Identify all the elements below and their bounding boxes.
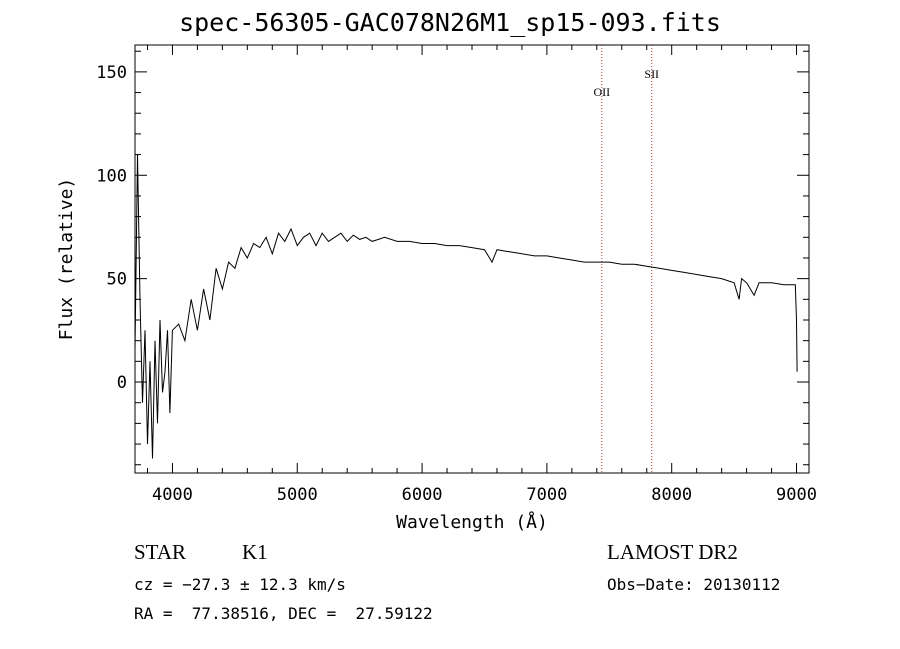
spectrum-series-line [134,154,798,459]
redshift-text: cz = −27.3 ± 12.3 km/s [134,575,346,594]
chart-title: spec-56305-GAC078N26M1_sp15-093.fits [179,8,721,37]
coordinates-text: RA = 77.38516, DEC = 27.59122 [134,604,433,623]
subclass-label: K1 [242,540,268,564]
x-tick-label: 7000 [526,485,567,505]
x-tick-label: 5000 [277,485,318,505]
y-tick-label: 150 [96,63,127,83]
x-tick-label: 8000 [651,485,692,505]
survey-label: LAMOST DR2 [607,540,738,564]
reference-label-sii: SII [644,67,659,81]
axis-ticks: 4000 5000 6000 7000 8000 9000 0 50 100 150 [96,45,817,505]
class-label: STAR [134,540,186,564]
x-axis-label: Wavelength (Å) [396,511,548,533]
x-tick-label: 9000 [776,485,817,505]
reference-lines: OII SII [593,45,659,473]
x-tick-label: 6000 [402,485,443,505]
y-tick-label: 100 [96,166,127,186]
y-axis-label: Flux (relative) [56,178,77,341]
plot-frame [134,44,810,474]
y-tick-label: 50 [107,270,127,290]
y-tick-label: 0 [117,373,127,393]
x-tick-label: 4000 [152,485,193,505]
obs-date-text: Obs−Date: 20130112 [607,575,781,594]
reference-label-oii: OII [593,85,610,99]
